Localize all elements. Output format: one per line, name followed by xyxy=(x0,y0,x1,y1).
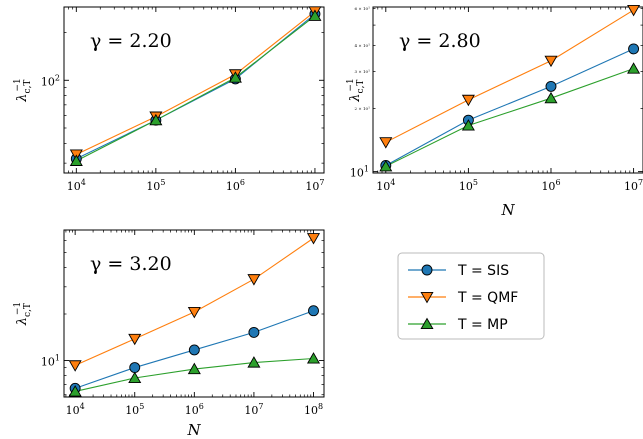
x-tick-label: 104 xyxy=(376,178,395,193)
x-tick-label: 107 xyxy=(244,402,263,417)
data-point-tmp xyxy=(627,62,641,74)
y-minor-tick-label: 6 × 101 xyxy=(355,6,371,12)
chart-panel-3: 104 105 106 107 108 101 λc,T−1 Nγ = 3.20 xyxy=(13,229,325,439)
data-point-tqmf xyxy=(379,137,393,149)
data-point-tmp xyxy=(187,362,201,375)
legend-marker xyxy=(421,264,433,276)
y-tick-label: 101 xyxy=(41,353,60,368)
data-point-tmp xyxy=(149,113,163,126)
data-point-tsis xyxy=(188,344,200,356)
data-point-tsis xyxy=(628,43,640,55)
x-tick-label: 104 xyxy=(67,178,86,193)
data-point-tsis xyxy=(248,326,260,338)
data-point-tsis xyxy=(545,80,557,92)
series-line-tsis xyxy=(385,48,634,166)
data-point-tmp xyxy=(128,371,142,384)
series-line-tmp xyxy=(76,15,316,162)
data-point-tqmf xyxy=(627,4,641,17)
data-point-tsis xyxy=(308,305,319,317)
legend: T = SIS T = QMF T = MP xyxy=(397,252,545,340)
data-point-tqmf xyxy=(306,233,321,245)
x-tick-label: 105 xyxy=(459,178,478,193)
x-axis-label: N xyxy=(500,201,515,219)
y-tick-label: 101 xyxy=(350,165,369,180)
data-point-tmp xyxy=(228,71,242,83)
legend-marker xyxy=(420,317,434,330)
y-axis-label: λc,T−1 xyxy=(346,78,366,102)
data-point-tmp xyxy=(544,91,558,104)
x-tick-label: 107 xyxy=(305,178,324,193)
y-axis-label: λc,T−1 xyxy=(13,78,33,102)
x-tick-label: 104 xyxy=(66,402,85,417)
legend-label: T = MP xyxy=(457,317,508,333)
legend-marker xyxy=(420,291,434,304)
y-axis-label: λc,T−1 xyxy=(13,302,33,326)
data-point-tqmf xyxy=(461,94,475,107)
y-minor-tick-label: 4 × 101 xyxy=(355,42,371,48)
series-line-tmp xyxy=(385,68,634,167)
x-tick-label: 106 xyxy=(226,178,245,193)
data-point-tqmf xyxy=(544,55,558,68)
y-tick-label: 102 xyxy=(41,73,60,88)
data-point-tmp xyxy=(247,356,261,368)
data-point-tmp xyxy=(461,119,475,131)
series-line-tqmf xyxy=(76,10,316,156)
legend-label: T = QMF xyxy=(457,290,518,306)
data-point-tmp xyxy=(379,159,393,172)
x-tick-label: 108 xyxy=(304,402,323,417)
data-point-tmp xyxy=(306,352,321,364)
legend-label: T = SIS xyxy=(457,263,509,279)
data-point-tqmf xyxy=(128,333,142,346)
data-point-tmp xyxy=(308,9,322,21)
x-tick-label: 107 xyxy=(624,178,643,193)
y-minor-tick-label: 3 × 101 xyxy=(355,69,371,75)
x-tick-label: 106 xyxy=(541,178,560,193)
data-point-tsis xyxy=(129,362,141,373)
legend-box xyxy=(397,252,545,340)
x-axis-label: N xyxy=(186,421,201,439)
x-tick-label: 105 xyxy=(146,178,165,193)
panel-annotation: γ = 2.20 xyxy=(90,30,172,52)
data-point-tqmf xyxy=(187,306,201,319)
panel-annotation: γ = 3.20 xyxy=(90,253,172,275)
data-point-tqmf xyxy=(68,360,82,372)
data-point-tmp xyxy=(69,154,83,166)
series-line-tqmf xyxy=(385,9,634,143)
data-point-tqmf xyxy=(247,274,261,286)
chart-panel-2: 104 105 106 107 101 2 × 101 3 × 101 4 × 101 6 × … xyxy=(346,4,643,219)
data-point-tmp xyxy=(68,385,82,397)
chart-panel-1: 104 105 106 107 102 λc,T−1 γ = 2.20 xyxy=(13,6,325,193)
panel-annotation: γ = 2.80 xyxy=(399,30,481,52)
y-minor-tick-label: 2 × 101 xyxy=(355,106,371,112)
x-tick-label: 106 xyxy=(185,402,204,417)
x-tick-label: 105 xyxy=(125,402,144,417)
